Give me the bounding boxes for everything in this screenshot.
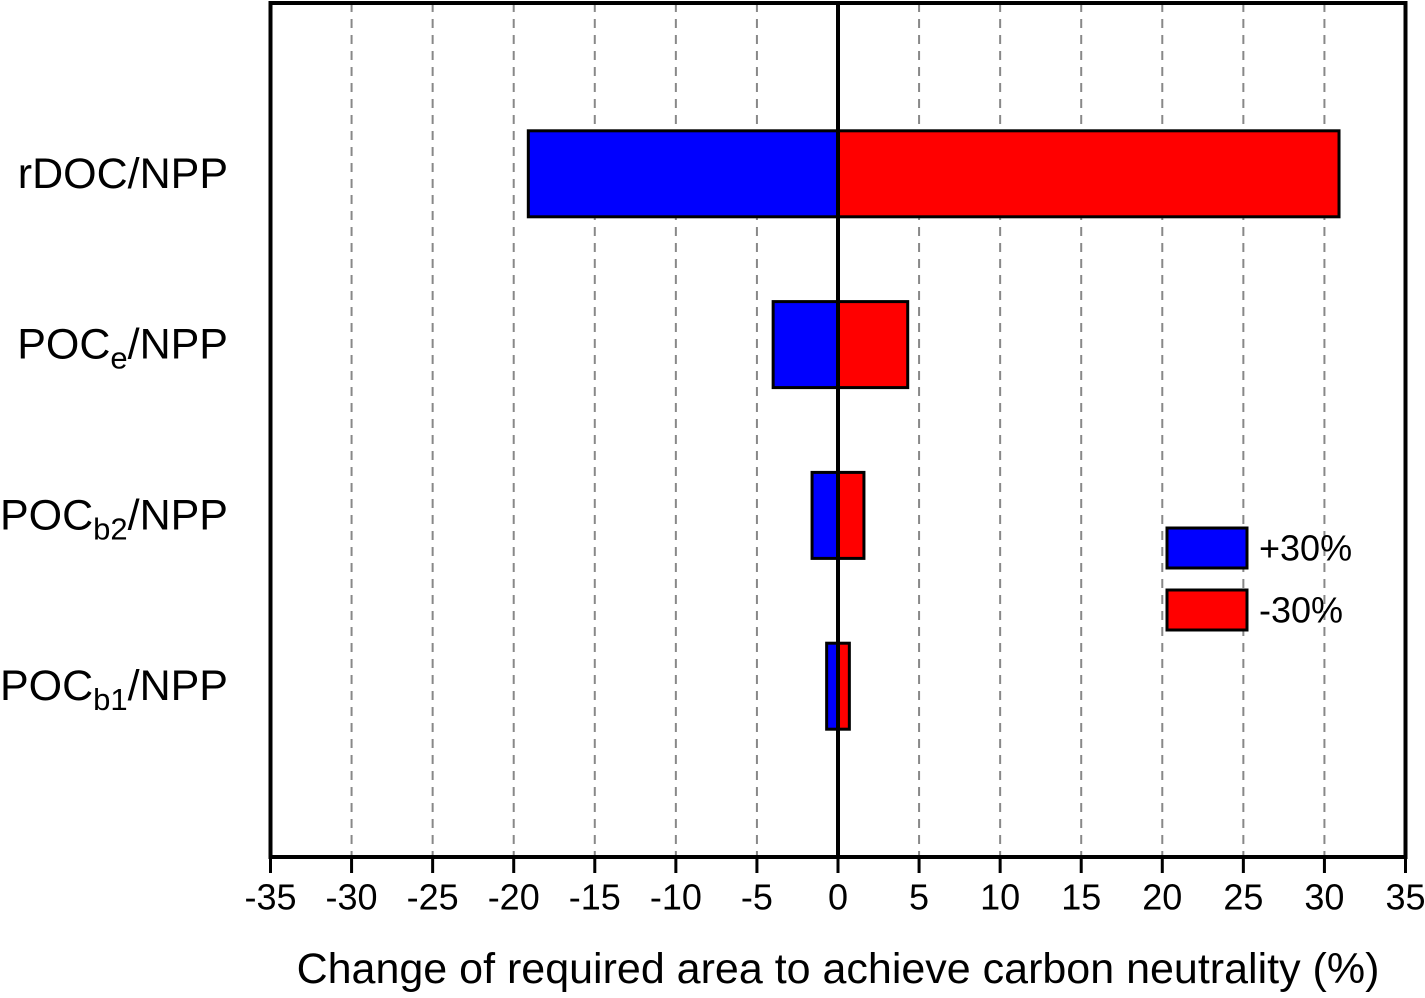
bar-series1-row1 [836, 300, 910, 390]
x-tick-label: 30 [1304, 877, 1344, 918]
y-category-label: POCb1/NPP [0, 662, 228, 717]
bar-series0-row2 [810, 470, 840, 560]
x-tick-label: -30 [326, 877, 378, 918]
bar-series1-row0 [836, 129, 1341, 219]
x-axis-ticks: -35 -30 -25 -20 -15 -10 -5 0 5 10 15 20 25 30 35 [244, 857, 1425, 918]
legend-label-0: +30% [1259, 528, 1352, 569]
gridlines [350, 3, 1326, 857]
legend-swatch-1 [1165, 588, 1249, 632]
bars [526, 129, 1341, 731]
x-tick-label: -5 [741, 877, 773, 918]
y-category-labels: rDOC/NPP POCe/NPP POCb2/NPP POCb1/NPP [0, 150, 228, 717]
x-tick-label: 35 [1385, 877, 1425, 918]
bar-series1-row2 [836, 470, 866, 560]
x-tick-label: -35 [244, 877, 296, 918]
y-category-label: rDOC/NPP [18, 150, 228, 198]
legend: +30% -30% [1165, 526, 1352, 632]
x-tick-label: 5 [909, 877, 929, 918]
x-tick-label: 10 [980, 877, 1020, 918]
x-tick-label: -20 [488, 877, 540, 918]
bar-series0-row0 [526, 129, 840, 219]
x-tick-label: -25 [407, 877, 459, 918]
x-tick-label: -15 [569, 877, 621, 918]
x-tick-label: 25 [1223, 877, 1263, 918]
bar-series0-row1 [771, 300, 840, 390]
x-axis-title: Change of required area to achieve carbo… [297, 945, 1380, 993]
x-tick-label: 0 [828, 877, 848, 918]
legend-swatch-0 [1165, 526, 1249, 570]
x-tick-label: 15 [1061, 877, 1101, 918]
x-tick-label: 20 [1142, 877, 1182, 918]
y-category-label: POCe/NPP [17, 321, 228, 376]
legend-label-1: -30% [1259, 590, 1343, 631]
y-category-label: POCb2/NPP [0, 491, 228, 546]
x-tick-label: -10 [650, 877, 702, 918]
